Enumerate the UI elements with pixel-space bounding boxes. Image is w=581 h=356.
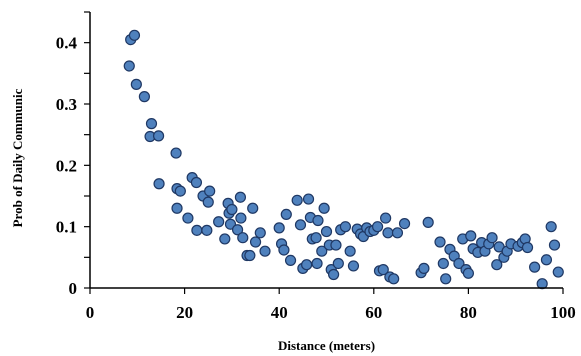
data-point — [284, 254, 297, 266]
x-axis-title: Distance (meters) — [278, 338, 375, 353]
data-point — [486, 232, 498, 244]
x-tick-label: 40 — [271, 303, 288, 322]
data-point — [371, 221, 384, 233]
x-axis-ticks: 0 20 40 60 80 100 — [86, 288, 576, 322]
data-point — [418, 262, 430, 274]
y-tick-label: 0.4 — [56, 34, 78, 53]
data-point — [382, 227, 394, 239]
data-point — [316, 245, 328, 257]
x-tick-label: 80 — [460, 303, 477, 322]
data-point — [291, 194, 303, 206]
data-point — [152, 130, 165, 142]
data-points — [123, 29, 564, 290]
y-tick-label: 0 — [69, 279, 78, 298]
data-point — [545, 221, 557, 233]
data-point — [301, 259, 313, 271]
data-point — [254, 227, 266, 239]
data-point — [332, 257, 344, 270]
data-point — [437, 257, 449, 270]
data-point — [398, 218, 411, 230]
data-point — [201, 224, 213, 236]
data-point — [521, 241, 534, 254]
data-point — [231, 224, 244, 236]
data-point — [182, 212, 194, 224]
data-point — [311, 257, 323, 270]
data-point — [422, 216, 434, 228]
data-point — [327, 268, 340, 281]
x-tick-label: 60 — [365, 303, 382, 322]
data-point — [123, 60, 135, 72]
data-point — [244, 249, 256, 262]
data-point — [465, 230, 477, 242]
data-point — [235, 212, 247, 224]
data-point — [388, 273, 400, 285]
data-point — [280, 208, 292, 220]
data-point — [529, 261, 541, 273]
data-point — [344, 245, 356, 257]
data-point — [130, 78, 142, 90]
data-point — [138, 91, 150, 103]
data-point — [491, 259, 503, 271]
data-point — [204, 185, 216, 197]
data-point — [259, 245, 271, 257]
y-tick-label: 0.1 — [56, 218, 77, 237]
data-point — [391, 227, 404, 239]
x-tick-label: 20 — [176, 303, 193, 322]
data-point — [128, 29, 141, 41]
data-point — [171, 202, 183, 214]
data-point — [249, 236, 262, 248]
y-tick-label: 0.2 — [56, 156, 77, 175]
data-point — [294, 219, 307, 231]
data-point — [434, 236, 446, 248]
data-point — [330, 239, 342, 251]
data-point — [339, 221, 352, 233]
data-point — [226, 203, 238, 216]
data-point — [347, 260, 360, 272]
data-point — [278, 244, 290, 256]
x-tick-label: 100 — [550, 303, 576, 322]
data-point — [377, 264, 389, 276]
data-point — [462, 267, 474, 279]
data-point — [440, 273, 452, 285]
y-axis-ticks: 0 0.1 0.2 0.3 0.4 — [56, 11, 90, 298]
data-point — [536, 278, 548, 290]
data-point — [552, 266, 564, 278]
data-point — [540, 254, 553, 266]
data-point — [247, 202, 259, 214]
x-tick-label: 0 — [86, 303, 95, 322]
data-point — [318, 202, 330, 214]
data-point — [213, 216, 225, 228]
data-point — [302, 193, 315, 205]
data-point — [380, 212, 392, 224]
data-point — [202, 196, 214, 208]
y-tick-label: 0.3 — [56, 95, 77, 114]
data-point — [170, 147, 182, 159]
data-point — [219, 233, 231, 245]
y-axis-title: Prob of Daily Communic — [10, 88, 25, 227]
data-point — [310, 232, 322, 244]
data-point — [320, 225, 333, 238]
data-point — [153, 178, 165, 190]
data-point — [191, 224, 203, 236]
data-point — [174, 185, 186, 197]
data-point — [234, 191, 247, 203]
data-point — [548, 239, 561, 251]
data-point — [273, 222, 285, 234]
data-point — [453, 257, 465, 270]
data-point — [312, 214, 324, 227]
data-point — [190, 176, 203, 189]
data-point — [237, 232, 249, 244]
data-point — [145, 118, 158, 130]
